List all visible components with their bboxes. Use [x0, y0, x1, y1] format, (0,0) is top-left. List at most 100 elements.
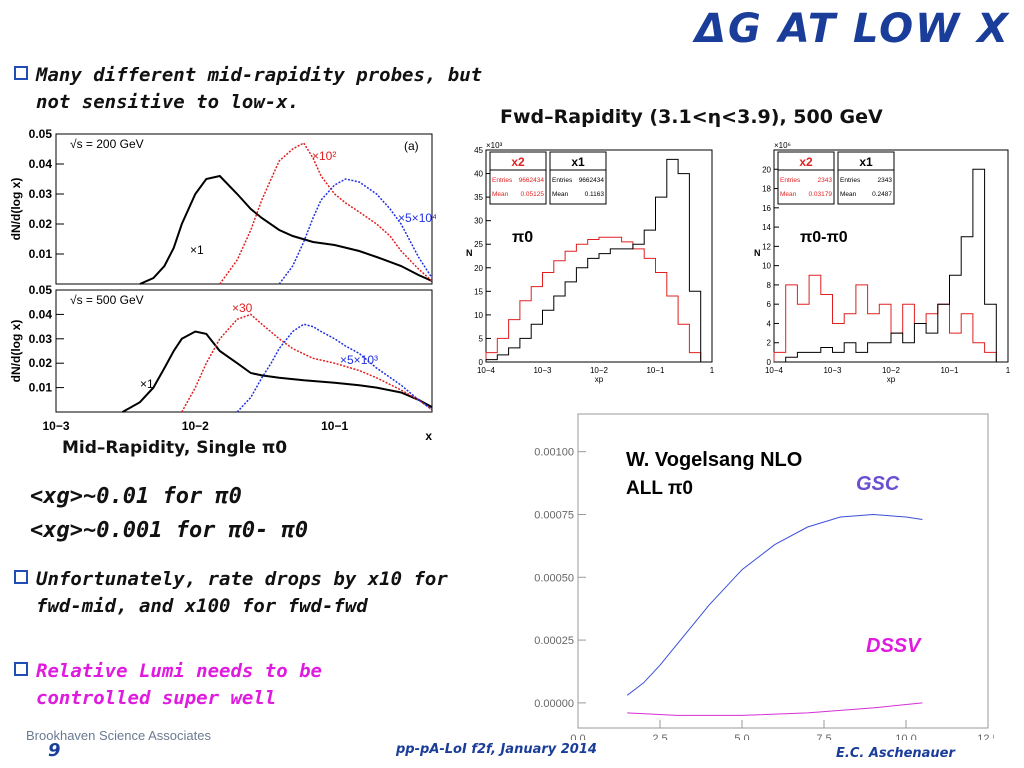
y-axis-label: dN/d(log x) [9, 178, 23, 241]
y-axis-label: dN/d(log x) [9, 320, 23, 383]
series-line [278, 178, 433, 285]
checkbox-bullet-icon [14, 570, 28, 584]
hist-series [773, 274, 997, 362]
x-tick-label: 10.0 [895, 733, 916, 740]
series-label: ×30 [232, 301, 253, 315]
fwd-label: Fwd–Rapidity (3.1<η<3.9), 500 GeV [500, 106, 883, 128]
y-tick-label: 20 [474, 264, 483, 273]
title-text: G at low x [727, 6, 1010, 52]
series-line [236, 323, 433, 413]
stat-mean-label: Mean [552, 191, 569, 198]
stat-entries-label: Entries [840, 177, 861, 184]
bullet-2-text: Unfortunately, rate drops by x10 for fwd… [36, 568, 448, 617]
y-tick-label: 0.00050 [534, 572, 574, 584]
y-tick-label: 8 [767, 281, 772, 290]
y-tick-label: 2 [767, 339, 772, 348]
xg-line-1: <xg>~0.01 for π0 [30, 484, 242, 509]
stat-box [837, 151, 895, 205]
hist-label: π0 [512, 229, 533, 246]
bullet-3: Relative Lumi needs to be controlled sup… [14, 658, 414, 712]
series-line [219, 142, 433, 285]
stat-entries-value: 9662434 [519, 177, 545, 184]
mid-panel-frame [55, 133, 433, 285]
mid-label: Mid–Rapidity, Single π0 [62, 438, 288, 458]
x-tick-label: 5.0 [734, 733, 749, 740]
y-tick-label: 0.04 [29, 307, 53, 321]
stat-box [549, 151, 607, 205]
bullet-2: Unfortunately, rate drops by x10 for fwd… [14, 566, 484, 620]
stat-mean-label: Mean [780, 191, 797, 198]
y-tick-label: 40 [474, 170, 483, 179]
y-axis-label: N [754, 248, 761, 258]
y-tick-label: 10 [762, 262, 771, 271]
x-tick-label: 12.5 [977, 733, 994, 740]
stat-entries-label: Entries [552, 177, 573, 184]
mid-panels: 0.05 0.04 0.03 0.02 0.01 dN/d(log x) √s = 200 … [9, 127, 436, 443]
y-tick-label: 0.00000 [534, 698, 574, 710]
stat-entries-value: 2343 [818, 177, 833, 184]
x-tick-label: 10−2 [882, 366, 901, 375]
model-label: W. Vogelsang NLO [626, 449, 802, 471]
x-tick-label: 10−3 [823, 366, 842, 375]
y-tick-label: 0.03 [29, 332, 53, 346]
stat-entries-label: Entries [492, 177, 513, 184]
series-label: ×5×10³ [340, 353, 378, 367]
x-axis-label: x [425, 429, 432, 443]
y-tick-label: 0.05 [29, 127, 53, 141]
all-frame [577, 413, 989, 729]
dssv-label: DSSV [866, 635, 922, 657]
y-tick-label: 0.00100 [534, 447, 574, 459]
stat-mean-label: Mean [840, 191, 857, 198]
all-series-line [626, 513, 923, 696]
y-tick-label: 0.01 [29, 247, 53, 261]
hist-series [485, 236, 702, 362]
bullet-1-text: Many different mid-rapidity probes, but … [36, 64, 483, 113]
fwd-pi0-group: 0 5 10 15 20 25 30 35 40 45×10³ N 10−4 10−3 10−2 10−1 1… [466, 141, 715, 384]
delta-symbol: Δ [694, 6, 728, 52]
panel-title: √s = 500 GeV [70, 293, 144, 307]
hist-label: π0-π0 [800, 229, 848, 246]
all-label: ALL π0 [626, 478, 693, 499]
gsc-label: GSC [856, 473, 900, 495]
stat-mean-value: 0.05125 [521, 191, 545, 198]
x-tick-label: 10−4 [765, 366, 784, 375]
y-tick-label: 16 [762, 204, 771, 213]
y-tick-label: 0.03 [29, 187, 53, 201]
y-tick-label: 0 [479, 358, 484, 367]
y-tick-label: 0.04 [29, 157, 53, 171]
x-tick-label: 7.5 [816, 733, 831, 740]
y-tick-label: 12 [762, 242, 771, 251]
hist-series [485, 158, 702, 362]
y-tick-label: 45 [474, 146, 483, 155]
x-tick-label: 10−3 [42, 419, 69, 433]
y-tick-label: 0.02 [29, 356, 53, 370]
all-chart: 0.00100 0.00075 0.00050 0.00025 0.00000 0.0 2.… [534, 413, 994, 740]
x-tick-label: 2.5 [652, 733, 667, 740]
y-tick-label: 18 [762, 185, 771, 194]
all-series-line [627, 702, 923, 716]
y-tick-label: 0.00075 [534, 509, 574, 521]
x-tick-label: 0.0 [570, 733, 585, 740]
slide-title: ΔG at low x [695, 6, 1010, 52]
y-tick-label: 0 [767, 358, 772, 367]
y-tick-label: 35 [474, 193, 483, 202]
series-line [181, 313, 433, 413]
stat-mean-value: 0.03179 [809, 191, 833, 198]
xg-text: <xg>~0.01 for π0 <xg>~0.001 for π0- π0 [30, 480, 308, 548]
series-line [139, 174, 433, 285]
x-tick-label: 1 [710, 366, 715, 375]
x-tick-label: 1 [1006, 366, 1011, 375]
series-label: ×5×10⁴ [398, 211, 436, 225]
fwd-pipi-chart: 0 2 4 6 8 10 12 14 16 18 20 ×10⁶ N 10−4 10−3 10−2 10−1 1 x… [754, 141, 1011, 384]
y-tick-label: 6 [767, 300, 772, 309]
footer-meeting: pp-pA-LoI f2f, January 2014 [396, 742, 597, 757]
x-axis-label: xp [595, 375, 604, 384]
y-tick-label: 0.00025 [534, 635, 574, 647]
y-exponent: ×10³ [486, 141, 503, 150]
all-group: 0.00100 0.00075 0.00050 0.00025 0.00000 0.0 2.… [534, 413, 994, 740]
x-tick-label: 10−2 [182, 419, 209, 433]
series-label: ×1 [140, 377, 154, 391]
hist-frame [485, 149, 713, 363]
y-tick-label: 10 [474, 311, 483, 320]
footer-author: E.C. Aschenauer [836, 746, 955, 761]
